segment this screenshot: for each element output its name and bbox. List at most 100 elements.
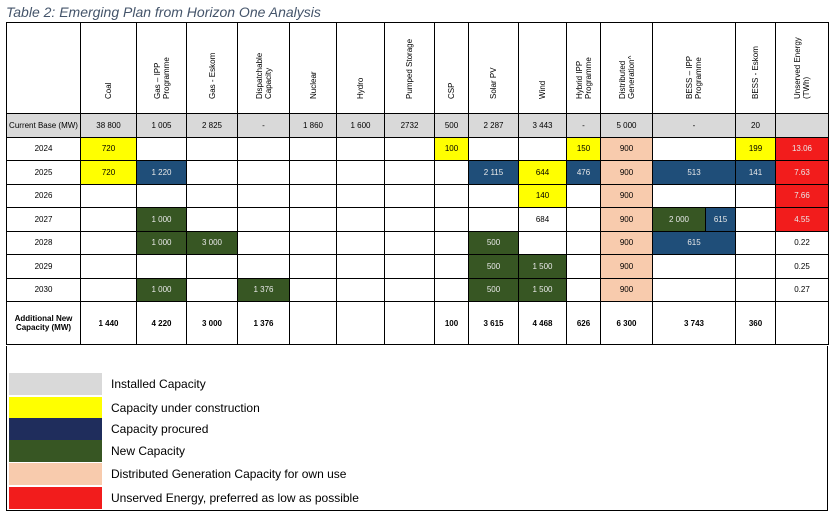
table-cell: 720 [80, 160, 137, 185]
cell-value: 140 [535, 191, 550, 201]
table-cell: 3 615 [468, 301, 519, 345]
table-cell: 1 220 [136, 160, 187, 185]
column-header: Coal [80, 22, 137, 114]
legend-label: Distributed Generation Capacity for own … [111, 467, 347, 481]
table-cell [652, 183, 736, 208]
row-label: 2030 [6, 277, 81, 302]
cell-value: 13.06 [791, 144, 813, 154]
table-cell: 3 743 [652, 301, 736, 345]
legend-item: New Capacity [7, 440, 407, 462]
column-header: Solar PV [468, 22, 519, 114]
cell-value: 615 [713, 214, 728, 224]
table-cell [186, 207, 238, 232]
table-cell [80, 277, 137, 302]
column-header-text: Hydro [356, 77, 365, 99]
legend-item: Installed Capacity [7, 373, 407, 395]
cell-value: 6 300 [616, 318, 637, 328]
table-cell: 1 000 [136, 230, 187, 255]
table-cell [237, 230, 290, 255]
cell-value: 150 [576, 144, 591, 154]
table-cell: 900 [600, 183, 653, 208]
table-cell: 1 600 [336, 113, 385, 138]
cell-value: 3 443 [532, 120, 553, 130]
table-cell: 513 [652, 160, 736, 185]
legend-item: Capacity under construction [7, 397, 407, 419]
table-cell [434, 183, 469, 208]
cell-value: 615 [687, 238, 701, 248]
row-label: Additional New Capacity (MW) [6, 301, 81, 345]
cell-value: 7.63 [794, 167, 810, 177]
cell-value: 2 825 [201, 120, 223, 130]
table-cell: 13.06 [775, 136, 829, 161]
table-cell [80, 254, 137, 279]
cell-value: 513 [687, 167, 701, 177]
table-cell [186, 277, 238, 302]
cell-value: 720 [101, 144, 116, 154]
table-cell: 1 440 [80, 301, 137, 345]
table-cell: 7.63 [775, 160, 829, 185]
legend-label: Capacity procured [111, 422, 209, 436]
table-cell [434, 254, 469, 279]
cell-value: 2 000 [668, 214, 690, 224]
column-header-text: BESS – IPP Programme [685, 56, 703, 99]
table-cell: 1 005 [136, 113, 187, 138]
column-header: Distributed Generation^ [600, 22, 653, 114]
table-cell [468, 136, 519, 161]
table-cell: 7.66 [775, 183, 829, 208]
cell-value: 199 [748, 144, 763, 154]
table-cell: 3 000 [186, 230, 238, 255]
legend-item: Distributed Generation Capacity for own … [7, 463, 407, 485]
cell-value: 1 500 [532, 261, 553, 271]
column-header: Dispatchable Capacity [237, 22, 290, 114]
table-cell [384, 183, 435, 208]
column-header-text: Solar PV [489, 67, 498, 99]
cell-value: 100 [444, 318, 459, 328]
table-cell [434, 160, 469, 185]
cell-value: 1 500 [532, 285, 553, 295]
table-cell [136, 136, 187, 161]
row-label: 2024 [6, 136, 81, 161]
column-header: BESS - Eskom [735, 22, 776, 114]
cell-value: 1 376 [253, 318, 274, 328]
column-header: BESS – IPP Programme [652, 22, 736, 114]
legend-swatch [9, 373, 102, 395]
column-header-text: BESS - Eskom [751, 46, 760, 99]
table-cell [775, 113, 829, 138]
cell-value: 476 [576, 167, 591, 177]
table-cell: 1 376 [237, 277, 290, 302]
cell-value: - [692, 120, 696, 130]
table-cell [289, 254, 337, 279]
cell-value: 3 743 [683, 318, 705, 328]
cell-value: 900 [619, 167, 634, 177]
table-cell [289, 277, 337, 302]
cell-value: 4 468 [532, 318, 553, 328]
table-cell [289, 136, 337, 161]
table-cell [735, 183, 776, 208]
cell-value: 1 000 [151, 214, 172, 224]
table-cell [186, 160, 238, 185]
table-cell [652, 136, 736, 161]
table-cell [237, 254, 290, 279]
column-header-text: Unserved Energy (TWh) [793, 37, 811, 99]
table-cell: 38 800 [80, 113, 137, 138]
cell-value: 0.25 [794, 261, 810, 271]
table-cell: 1 000 [136, 207, 187, 232]
cell-value: 626 [576, 318, 591, 328]
table-cell [336, 277, 385, 302]
table-cell: 1 860 [289, 113, 337, 138]
table-cell: 1 500 [518, 254, 567, 279]
legend-item: Capacity procured [7, 418, 407, 440]
table-cell [336, 301, 385, 345]
table-cell: 2732 [384, 113, 435, 138]
column-header: CSP [434, 22, 469, 114]
table-cell [434, 277, 469, 302]
row-label: Current Base (MW) [6, 113, 81, 138]
cell-value: 684 [535, 214, 550, 224]
table-cell: 2 825 [186, 113, 238, 138]
cell-value: 3 000 [201, 318, 223, 328]
table-cell [336, 230, 385, 255]
table-cell [518, 230, 567, 255]
cell-value: 500 [444, 120, 459, 130]
table-cell [434, 207, 469, 232]
